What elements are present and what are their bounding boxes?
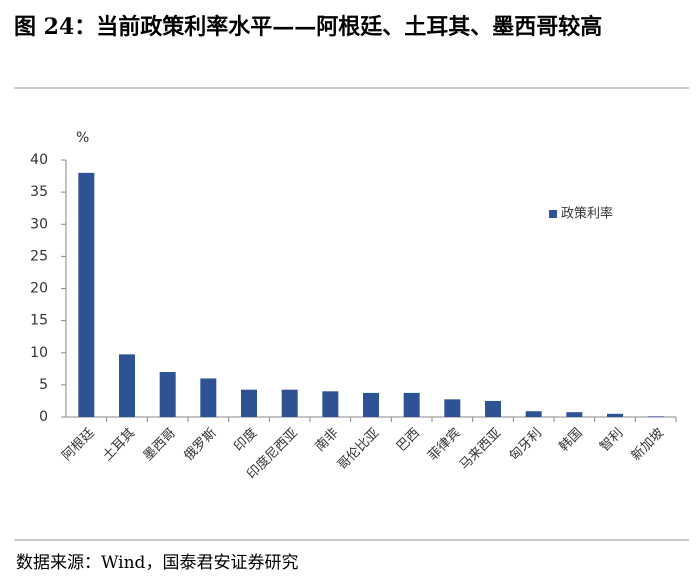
bar	[444, 399, 461, 417]
x-tick-label: 巴西	[394, 426, 423, 455]
bar	[322, 391, 339, 417]
x-tick-label: 马来西亚	[457, 426, 504, 473]
bar	[78, 172, 95, 417]
x-tick-label: 智利	[597, 426, 626, 455]
bar	[485, 400, 501, 417]
bar	[241, 389, 257, 417]
x-tick-label: 土耳其	[100, 426, 138, 464]
bar	[200, 378, 217, 417]
x-tick-label: 匈牙利	[507, 426, 545, 464]
source: 数据来源：Wind，国泰君安证券研究	[16, 553, 298, 573]
x-tick-label: 阿根廷	[59, 426, 97, 464]
y-tick-label: 40	[30, 152, 48, 168]
x-tick-label: 新加坡	[628, 425, 667, 464]
bar	[607, 413, 623, 417]
bar	[525, 411, 542, 417]
x-tick-label: 印度	[231, 425, 261, 455]
x-tick-label: 俄罗斯	[181, 426, 219, 464]
bar	[281, 389, 298, 417]
y-tick-label: 10	[30, 345, 48, 361]
x-tick-label: 菲律宾	[425, 425, 464, 464]
y-tick-label: 15	[30, 313, 48, 329]
y-tick-label: 5	[39, 377, 48, 393]
bar	[119, 354, 135, 417]
bar	[363, 392, 379, 417]
legend-label: 政策利率	[561, 206, 613, 222]
x-tick-label: 韩国	[557, 426, 586, 455]
x-tick-label: 南非	[312, 425, 342, 455]
bar	[647, 416, 664, 417]
legend-swatch	[549, 210, 557, 218]
x-tick-label: 哥伦比亚	[335, 426, 382, 473]
y-tick-label: 0	[39, 409, 48, 425]
chart-title: 图 24：当前政策利率水平——阿根廷、土耳其、墨西哥较高	[14, 14, 603, 40]
y-tick-label: 25	[30, 248, 48, 264]
title-box: 图 24：当前政策利率水平——阿根廷、土耳其、墨西哥较高	[14, 14, 603, 40]
bar	[566, 412, 583, 417]
bar	[159, 372, 176, 417]
y-tick-label: 35	[30, 184, 48, 200]
y-tick-label: 20	[30, 281, 48, 297]
y-unit: %	[76, 130, 89, 146]
y-tick-label: 30	[30, 216, 48, 232]
bar	[403, 392, 420, 417]
x-tick-label: 墨西哥	[141, 426, 179, 464]
